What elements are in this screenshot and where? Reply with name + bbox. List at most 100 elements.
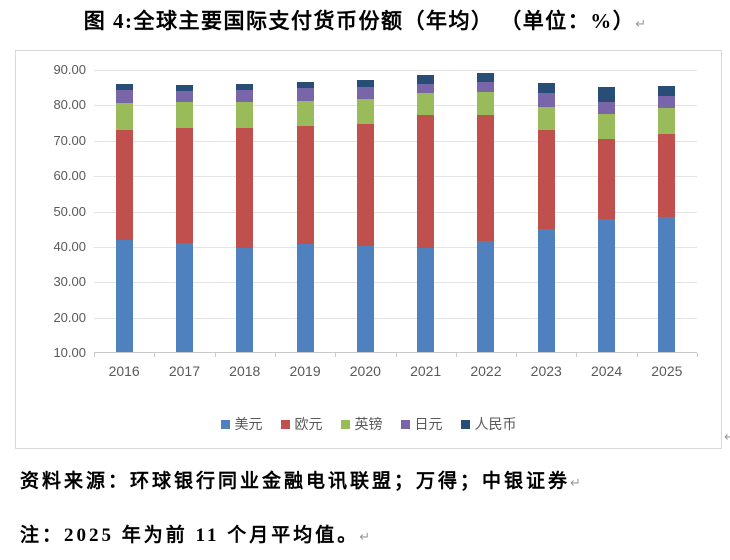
bar-segment-英镑 (115, 102, 133, 131)
bar-segment-英镑 (296, 101, 314, 126)
paragraph-mark-icon: ↵ (724, 430, 730, 445)
bar-segment-英镑 (658, 108, 676, 134)
source-text-content: 资料来源：环球银行同业金融电讯联盟；万得；中银证券 (20, 471, 571, 492)
bar-2017 (175, 84, 193, 352)
x-axis-label: 2018 (229, 363, 261, 379)
gridline (94, 211, 697, 213)
legend-item: 欧元 (280, 414, 323, 434)
bar-segment-美元 (537, 229, 555, 352)
x-axis-label: 2021 (410, 363, 442, 379)
x-axis-tick (516, 353, 518, 357)
bar-segment-英镑 (356, 98, 374, 124)
bar-segment-人民币 (115, 83, 133, 91)
x-axis-tick (636, 353, 638, 357)
bar-segment-人民币 (296, 81, 314, 89)
x-axis-tick (154, 353, 156, 357)
bar-segment-人民币 (236, 83, 254, 90)
legend-swatch-icon (280, 419, 290, 429)
bar-segment-日元 (598, 102, 616, 114)
gridline (94, 105, 697, 107)
bar-2021 (417, 75, 435, 352)
bar-segment-日元 (236, 89, 254, 103)
x-axis-tick (455, 353, 457, 357)
x-axis-tick (697, 353, 698, 357)
y-axis-label: 80.00 (53, 97, 86, 113)
bar-segment-英镑 (175, 102, 193, 129)
bar-segment-英镑 (477, 91, 495, 115)
gridline (94, 140, 697, 142)
legend-item: 日元 (400, 414, 443, 434)
bar-segment-欧元 (115, 130, 133, 241)
bar-segment-欧元 (356, 123, 374, 246)
bar-2025 (658, 85, 676, 352)
y-axis-label: 30.00 (53, 274, 86, 290)
legend-label: 英镑 (354, 416, 383, 432)
bar-2018 (236, 83, 254, 353)
bar-2016 (115, 83, 133, 352)
x-axis-tick (214, 353, 216, 357)
bar-segment-欧元 (417, 114, 435, 249)
bar-segment-日元 (658, 96, 676, 109)
x-axis-label: 2017 (168, 363, 201, 379)
bar-segment-人民币 (477, 72, 495, 83)
chart-frame: 90.00 80.00 70.00 60.00 50.00 40.00 30.00 20.00… (15, 50, 722, 449)
bar-segment-英镑 (537, 106, 555, 131)
x-axis-tick (576, 353, 578, 357)
x-axis-tick (274, 353, 276, 357)
note-text: 注：2025 年为前 11 个月平均值。↵ (20, 520, 370, 547)
legend-swatch-icon (460, 419, 470, 429)
x-axis-tick (94, 353, 95, 357)
y-axis-label: 20.00 (53, 309, 86, 325)
bar-segment-日元 (356, 87, 374, 99)
bar-segment-欧元 (537, 130, 555, 230)
bar-segment-日元 (477, 82, 495, 92)
bar-segment-欧元 (598, 138, 616, 219)
gridline (94, 246, 697, 248)
gridline (94, 70, 697, 71)
chart-title: 图 4:全球主要国际支付货币份额（年均） （单位：%）↵ (0, 6, 730, 40)
bar-2023 (537, 82, 555, 352)
bar-segment-人民币 (598, 86, 616, 103)
x-axis-tick (335, 353, 337, 357)
y-axis-label: 90.00 (53, 62, 86, 77)
bar-segment-美元 (658, 216, 676, 352)
gridline (94, 317, 697, 319)
bar-segment-欧元 (658, 133, 676, 217)
note-text-content: 注：2025 年为前 11 个月平均值。 (20, 525, 360, 546)
x-axis-label: 2022 (470, 363, 502, 379)
bar-segment-人民币 (417, 75, 435, 85)
y-axis-label: 60.00 (53, 168, 86, 184)
bar-segment-人民币 (175, 84, 193, 91)
y-axis-label: 70.00 (53, 132, 86, 148)
bar-segment-人民币 (658, 85, 676, 97)
bar-segment-美元 (417, 248, 435, 352)
x-axis-label: 2024 (590, 363, 623, 379)
bar-segment-日元 (115, 90, 133, 103)
legend-label: 欧元 (294, 416, 323, 432)
legend-label: 日元 (414, 416, 443, 432)
legend-label: 美元 (234, 416, 263, 432)
x-axis-label: 2019 (289, 363, 321, 379)
bar-segment-美元 (175, 243, 193, 352)
paragraph-mark-icon: ↵ (359, 530, 371, 545)
legend-item: 英镑 (340, 414, 383, 434)
bar-segment-英镑 (236, 102, 254, 129)
bar-segment-美元 (477, 240, 495, 352)
bar-segment-欧元 (296, 125, 314, 245)
legend-swatch-icon (340, 419, 350, 429)
legend-swatch-icon (400, 419, 410, 429)
plot-area (94, 70, 698, 357)
legend-item: 人民币 (460, 414, 517, 434)
x-axis-label: 2020 (349, 363, 381, 379)
bar-segment-日元 (296, 88, 314, 102)
bar-segment-人民币 (356, 79, 374, 88)
bar-segment-英镑 (598, 113, 616, 139)
legend: 美元 欧元 英镑 日元 人民币 (16, 414, 721, 434)
y-axis-label: 40.00 (53, 238, 86, 254)
legend-label: 人民币 (474, 416, 517, 432)
bar-2020 (356, 79, 374, 352)
bar-2024 (598, 86, 616, 352)
y-axis-label: 10.00 (53, 345, 86, 360)
bar-segment-美元 (598, 218, 616, 352)
